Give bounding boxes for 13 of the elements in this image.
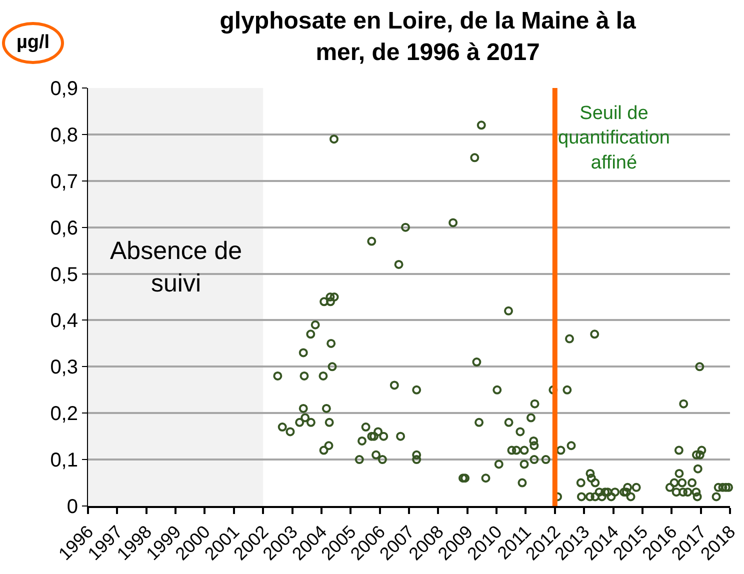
band-label: Absence de suivi [110, 237, 242, 298]
chart-title: glyphosate en Loire, de la Maine à la mer, de 1996 à 2017 [220, 8, 637, 66]
y-tick-label: 0,4 [50, 310, 78, 332]
y-tick-label: 0,7 [50, 170, 78, 193]
y-tick-label: 0 [66, 496, 78, 518]
y-tick-label: 0,8 [50, 124, 78, 146]
ref-line-label: Seuil de quantification affiné [558, 103, 670, 174]
y-tick-label: 0,3 [50, 356, 78, 379]
y-tick-label: 0,2 [50, 403, 78, 426]
y-tick-label: 0,1 [50, 450, 78, 472]
y-tick-label: 0,6 [50, 217, 78, 240]
y-tick-label: 0,5 [50, 264, 78, 286]
y-tick-label: 0,9 [50, 78, 78, 100]
